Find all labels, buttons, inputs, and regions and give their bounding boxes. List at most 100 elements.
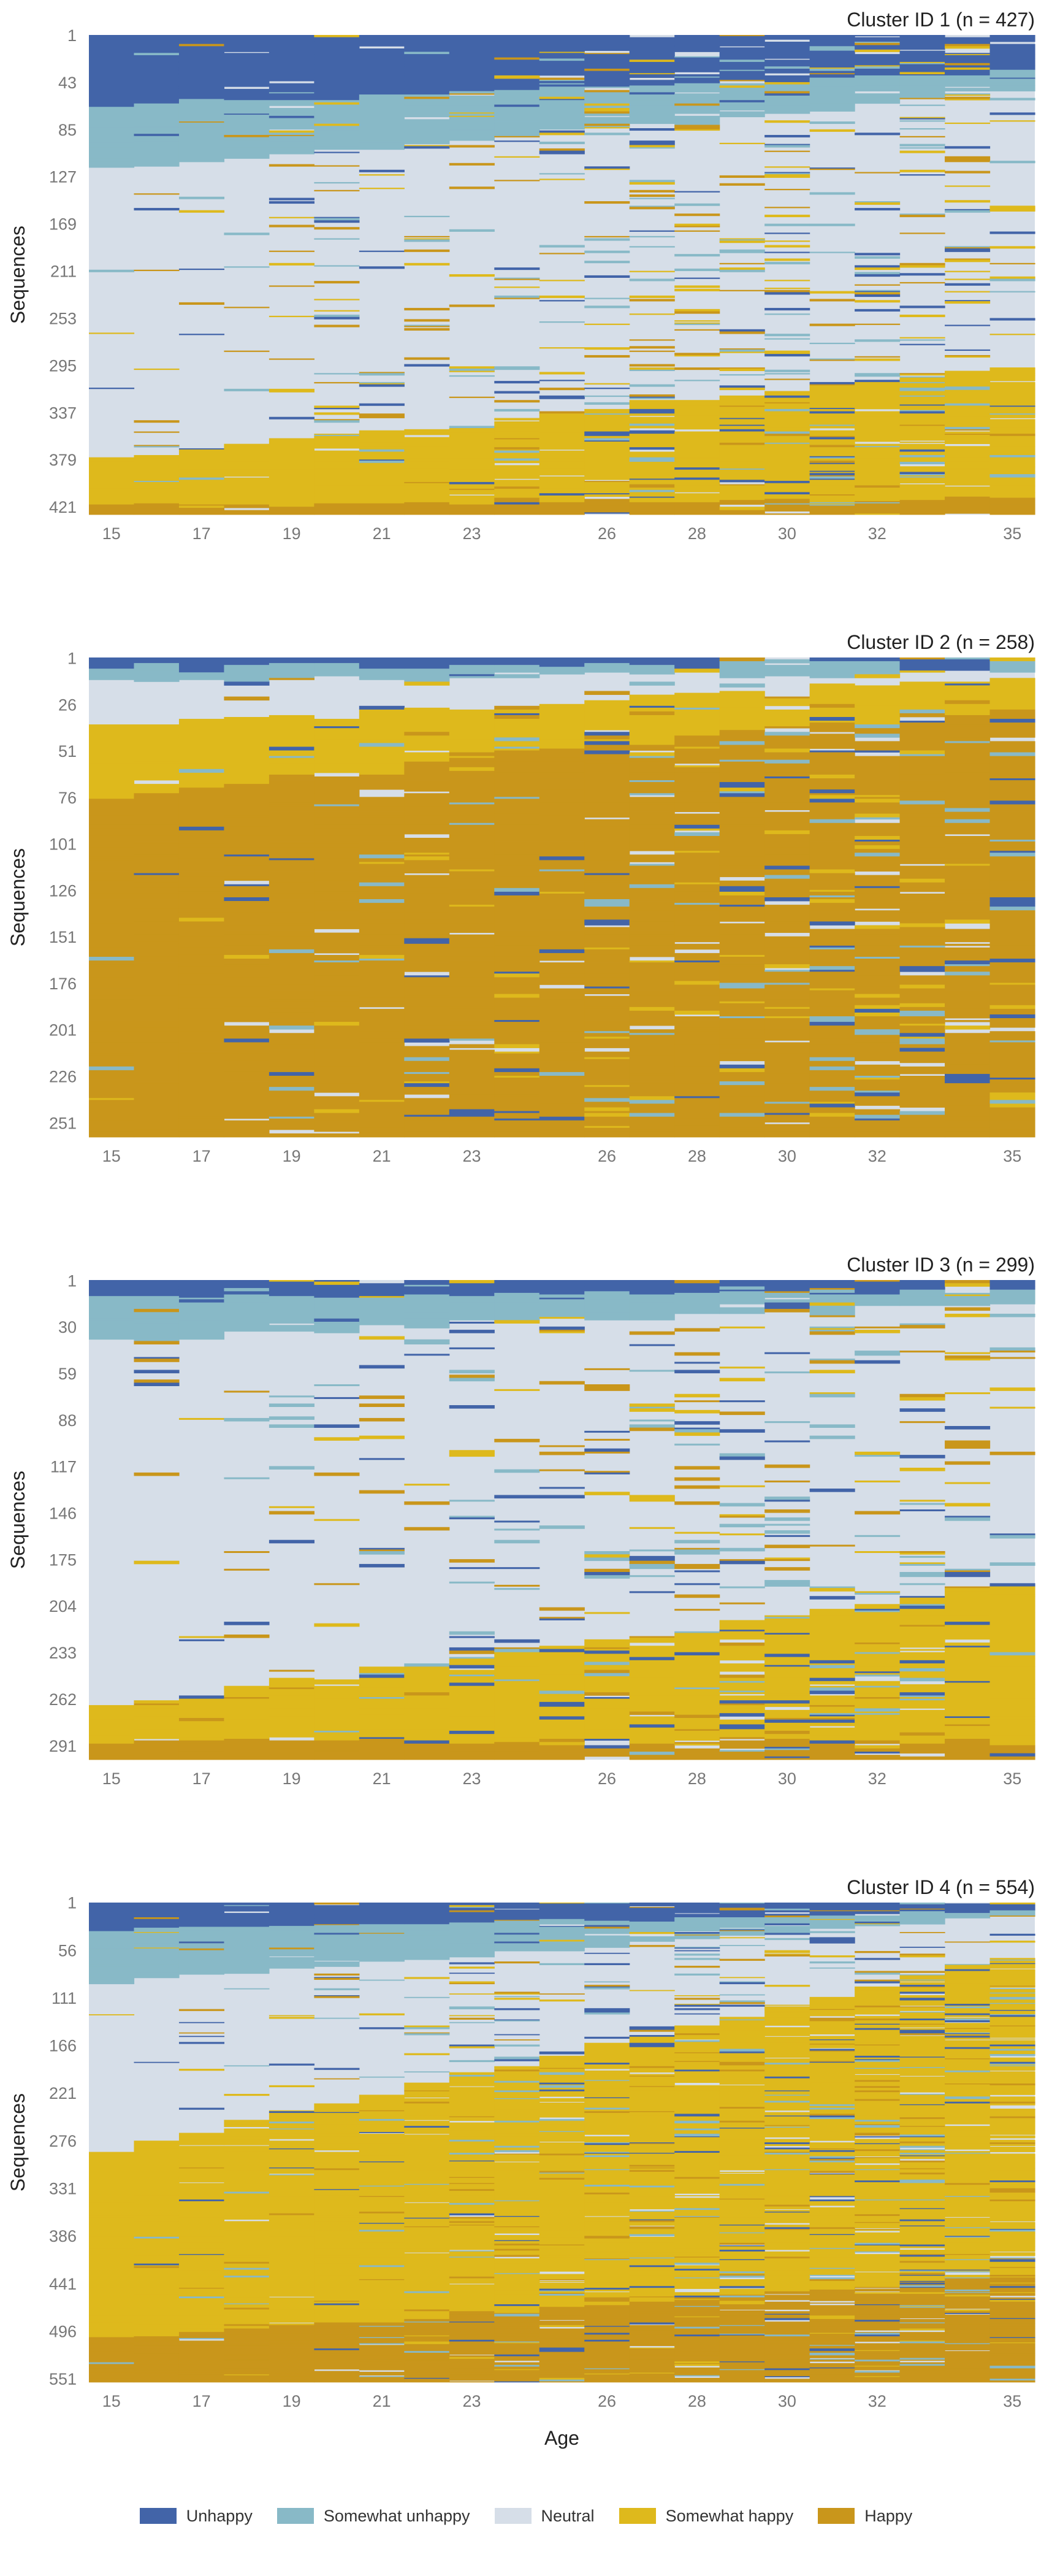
sequence-cell <box>899 76 945 78</box>
sequence-cell <box>899 1677 945 1682</box>
sequence-cell <box>674 1565 720 1570</box>
sequence-cell <box>674 443 720 445</box>
sequence-cell <box>719 1044 765 1050</box>
sequence-cell <box>629 864 675 866</box>
sequence-cell <box>404 761 450 770</box>
sequence-cell <box>404 919 450 924</box>
sequence-cell <box>404 485 450 491</box>
sequence-cell <box>809 918 855 922</box>
y-axis-label: Sequences <box>7 1471 29 1569</box>
sequence-cell <box>674 380 720 381</box>
sequence-cell <box>674 74 720 77</box>
sequence-cell <box>945 411 991 415</box>
sequence-cell <box>629 1638 675 1643</box>
y-tick-label: 85 <box>58 121 77 139</box>
sequence-cell <box>855 1535 901 1537</box>
sequence-cell <box>89 2338 135 2344</box>
sequence-cell <box>719 1378 765 1382</box>
sequence-cell <box>809 702 855 705</box>
sequence-cell <box>178 196 225 199</box>
sequence-cell <box>945 968 991 970</box>
sequence-cell <box>899 1609 945 1616</box>
sequence-cell <box>134 472 180 477</box>
sequence-cell <box>224 1390 270 1393</box>
sequence-cell <box>269 2373 314 2377</box>
age-column-23 <box>449 35 495 515</box>
sequence-cell <box>404 146 450 149</box>
sequence-cell <box>359 1705 405 1709</box>
sequence-cell <box>674 64 720 66</box>
sequence-cell <box>629 492 675 495</box>
sequence-cell <box>719 1124 765 1129</box>
sequence-cell <box>674 57 720 65</box>
sequence-cell <box>134 126 180 128</box>
sequence-cell <box>899 959 945 967</box>
sequence-cell <box>224 765 270 777</box>
sequence-cell <box>989 388 1035 391</box>
sequence-cell <box>899 472 945 475</box>
sequence-cell <box>629 1029 675 1033</box>
sequence-cell <box>449 1038 495 1041</box>
sequence-cell <box>855 1120 901 1130</box>
sequence-cell <box>809 988 855 991</box>
sequence-cell <box>674 1125 720 1138</box>
x-tick-label: 30 <box>778 1769 796 1788</box>
sequence-cell <box>899 865 945 868</box>
sequence-cell <box>764 1618 810 1628</box>
sequence-cell <box>584 1727 630 1730</box>
sequence-cell <box>989 1014 1035 1019</box>
sequence-cell <box>269 830 314 835</box>
sequence-cell <box>855 510 901 514</box>
sequence-cell <box>269 882 314 894</box>
sequence-cell <box>809 1628 855 1633</box>
sequence-cell <box>989 35 1035 42</box>
sequence-cell <box>539 388 585 391</box>
sequence-cell <box>539 104 585 107</box>
sequence-cell <box>134 2255 180 2261</box>
sequence-cell <box>178 510 225 515</box>
sequence-cell <box>764 1440 810 1443</box>
sequence-cell <box>178 137 225 145</box>
sequence-cell <box>764 972 810 981</box>
sequence-cell <box>178 2305 225 2311</box>
sequence-cell <box>855 373 901 376</box>
y-tick-label: 253 <box>49 309 77 328</box>
sequence-cell <box>89 2263 135 2269</box>
sequence-cell <box>629 100 675 106</box>
sequence-cell <box>224 1551 270 1554</box>
sequence-cell <box>178 847 225 859</box>
sequence-cell <box>674 1477 720 1481</box>
sequence-cell <box>269 217 314 218</box>
sequence-cell <box>855 864 901 866</box>
sequence-cell <box>989 492 1035 498</box>
sequence-cell <box>539 1299 585 1305</box>
sequence-cell <box>224 799 270 810</box>
sequence-cell <box>89 44 135 50</box>
sequence-cell <box>629 1657 675 1661</box>
sequence-cell <box>314 73 360 78</box>
sequence-cell <box>178 2321 225 2325</box>
sequence-cell <box>494 421 540 429</box>
sequence-cell <box>314 962 360 970</box>
sequence-cell <box>629 74 675 78</box>
sequence-cell <box>269 2215 314 2221</box>
sequence-cell <box>404 1022 450 1026</box>
sequence-cell <box>764 1557 810 1560</box>
sequence-cell <box>269 56 314 58</box>
sequence-cell <box>945 454 991 458</box>
sequence-cell <box>224 876 270 880</box>
sequence-cell <box>134 2143 180 2149</box>
sequence-cell <box>494 1089 540 1095</box>
sequence-cell <box>674 323 720 325</box>
sequence-cell <box>404 1087 450 1089</box>
sequence-cell <box>134 2336 180 2341</box>
sequence-cell <box>584 663 630 665</box>
sequence-cell <box>224 129 270 132</box>
sequence-cell <box>449 889 495 896</box>
sequence-cell <box>269 1003 314 1010</box>
sequence-cell <box>945 37 991 45</box>
sequence-cell <box>764 1677 810 1683</box>
sequence-cell <box>945 81 991 85</box>
sequence-cell <box>89 964 135 967</box>
sequence-cell <box>629 1662 675 1666</box>
